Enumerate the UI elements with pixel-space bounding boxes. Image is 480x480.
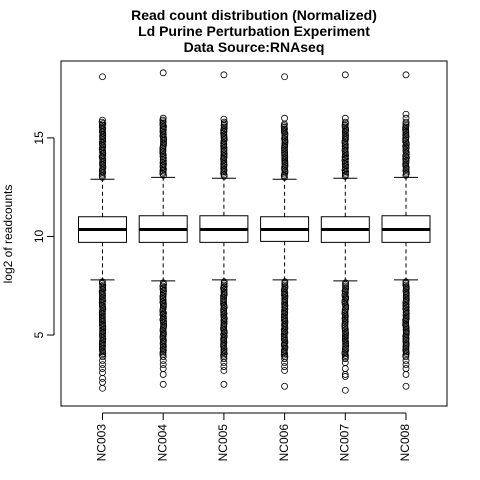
- x-tick-label: NC008: [398, 424, 412, 462]
- x-tick-label: NC005: [216, 424, 230, 462]
- outlier-point: [160, 371, 166, 377]
- outlier-point: [282, 115, 288, 121]
- outlier-point: [342, 115, 348, 121]
- outlier-point: [221, 381, 227, 387]
- outlier-point: [221, 368, 227, 374]
- outlier-point: [100, 385, 106, 391]
- x-tick-label: NC007: [337, 424, 351, 462]
- outlier-point: [342, 72, 348, 78]
- x-tick-label: NC004: [155, 424, 169, 462]
- y-tick-label: 15: [32, 131, 46, 145]
- chart-title-line-3: Data Source:RNAseq: [184, 39, 325, 55]
- outlier-point: [100, 379, 106, 385]
- outlier-point: [403, 383, 409, 389]
- outlier-point: [100, 74, 106, 80]
- chart-title-line-2: Ld Purine Perturbation Experiment: [138, 23, 370, 39]
- outlier-point: [221, 72, 227, 78]
- y-tick-label: 10: [32, 229, 46, 243]
- outlier-point: [282, 383, 288, 389]
- outlier-point: [342, 387, 348, 393]
- outlier-point: [403, 371, 409, 377]
- x-tick-label: NC003: [95, 424, 109, 462]
- chart-marks: 5 10 15 NC003 NC004 NC005 NC006 NC007 NC008: [32, 70, 430, 462]
- outlier-point: [403, 366, 409, 372]
- outlier-point: [403, 111, 409, 117]
- x-tick-label: NC006: [277, 424, 291, 462]
- chart-title: Read count distribution (Normalized) Ld …: [131, 7, 377, 55]
- outlier-point: [160, 381, 166, 387]
- outlier-point: [342, 360, 348, 366]
- y-axis-label: log2 of readcounts: [1, 185, 15, 284]
- outlier-point: [100, 369, 106, 375]
- outlier-point: [160, 70, 166, 76]
- outlier-point: [282, 74, 288, 80]
- outlier-point: [403, 72, 409, 78]
- outlier-point: [342, 366, 348, 372]
- y-tick-label: 5: [32, 331, 46, 338]
- outlier-point: [160, 366, 166, 372]
- outlier-point: [282, 368, 288, 374]
- chart-title-line-1: Read count distribution (Normalized): [131, 7, 377, 23]
